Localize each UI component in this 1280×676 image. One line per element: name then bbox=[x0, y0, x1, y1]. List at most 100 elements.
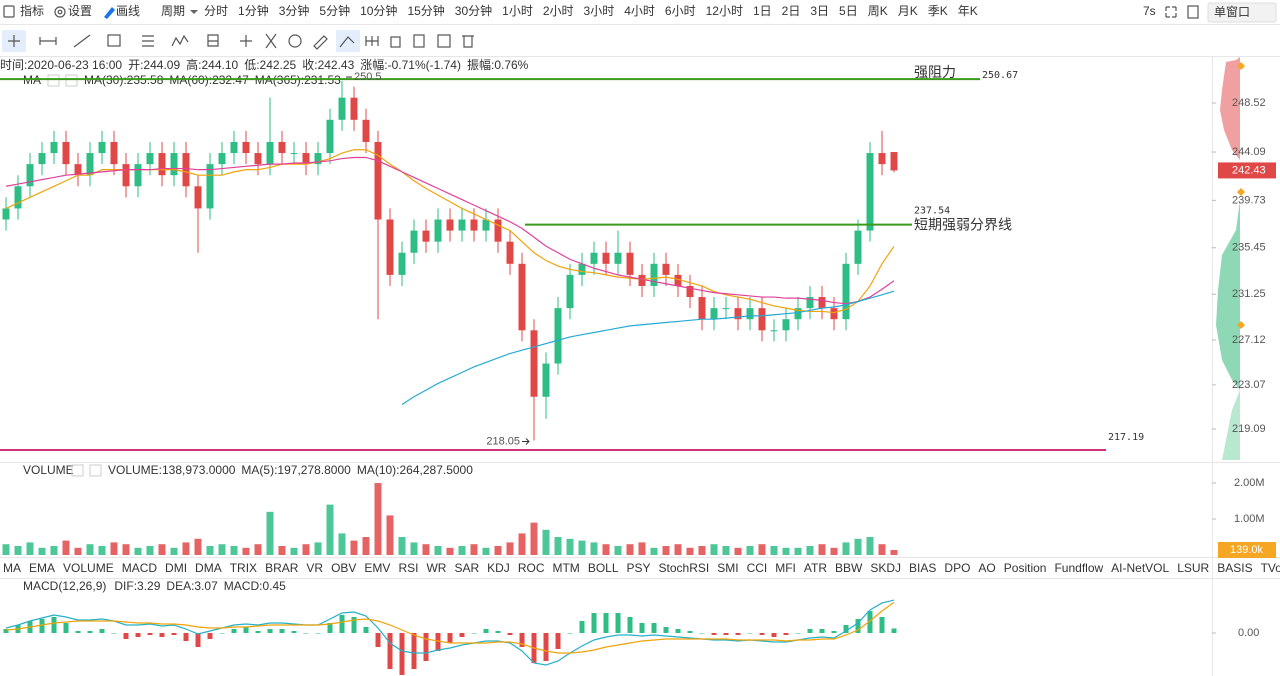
y-tick-label: 219.09 bbox=[1232, 423, 1266, 435]
indicator-tab[interactable]: EMA bbox=[29, 561, 55, 575]
trend-tool[interactable] bbox=[73, 34, 91, 48]
period-option[interactable]: 分时 bbox=[204, 4, 228, 18]
indicator-tab[interactable]: VOLUME bbox=[63, 561, 114, 575]
macd-bar bbox=[783, 633, 789, 635]
fib-tool[interactable] bbox=[207, 34, 219, 47]
indicator-tab[interactable]: KDJ bbox=[487, 561, 510, 575]
period-option[interactable]: 月K bbox=[898, 4, 918, 18]
rect-tool[interactable] bbox=[107, 34, 121, 47]
text-tool[interactable] bbox=[240, 35, 252, 47]
period-option[interactable]: 周K bbox=[868, 4, 888, 18]
legend-icon[interactable] bbox=[71, 464, 84, 477]
draw-button[interactable]: 画线 bbox=[116, 4, 140, 18]
hline-tool[interactable] bbox=[39, 37, 57, 45]
period-option[interactable]: 5分钟 bbox=[319, 3, 350, 18]
volume-bar bbox=[686, 547, 694, 555]
volume-bar bbox=[710, 544, 718, 555]
period-option[interactable]: 年K bbox=[958, 4, 978, 18]
indicator-tab[interactable]: AI-NetVOL bbox=[1111, 561, 1169, 575]
indicator-tab[interactable]: AO bbox=[978, 561, 995, 575]
indicator-tab[interactable]: MA bbox=[3, 561, 21, 575]
indicator-tab[interactable]: BBW bbox=[835, 561, 863, 575]
pen-tool[interactable] bbox=[339, 36, 355, 48]
legend-icon[interactable] bbox=[89, 464, 102, 477]
ma-line bbox=[5, 156, 895, 305]
period-option[interactable]: 3分钟 bbox=[279, 3, 310, 18]
indicator-tab[interactable]: Position bbox=[1004, 561, 1047, 575]
measure-tool[interactable] bbox=[365, 36, 379, 46]
indicator-tab[interactable]: ROC bbox=[518, 561, 545, 575]
copy-tool[interactable] bbox=[413, 34, 425, 48]
window-mode[interactable]: 单窗口 bbox=[1214, 5, 1250, 19]
period-option[interactable]: 12小时 bbox=[706, 4, 743, 18]
lock-tool[interactable] bbox=[390, 36, 401, 48]
magnet-tool[interactable] bbox=[265, 33, 277, 49]
indicator-tab[interactable]: TVolume bbox=[1261, 561, 1280, 575]
period-option[interactable]: 1日 bbox=[753, 4, 772, 18]
layout-icon[interactable] bbox=[1187, 5, 1199, 19]
indicator-tab[interactable]: Fundflow bbox=[1054, 561, 1103, 575]
period-option[interactable]: 4小时 bbox=[624, 4, 655, 18]
candle-body bbox=[626, 252, 634, 275]
indicator-tab[interactable]: DMI bbox=[165, 561, 187, 575]
candle-body bbox=[698, 297, 706, 320]
brush-tool[interactable] bbox=[288, 34, 302, 48]
indicator-tab[interactable]: BOLL bbox=[588, 561, 619, 575]
indicator-tab[interactable]: DPO bbox=[944, 561, 970, 575]
period-button[interactable]: 周期 bbox=[161, 4, 185, 18]
period-option[interactable]: 10分钟 bbox=[360, 3, 397, 18]
indicator-tab[interactable]: StochRSI bbox=[659, 561, 710, 575]
indicator-tab[interactable]: EMV bbox=[364, 561, 390, 575]
delete-tool[interactable] bbox=[462, 35, 474, 48]
y-tick-label: 235.45 bbox=[1232, 242, 1266, 254]
indicator-tab[interactable]: SKDJ bbox=[870, 561, 901, 575]
macd-bar bbox=[219, 633, 225, 634]
period-option[interactable]: 1小时 bbox=[502, 4, 533, 18]
settings-button[interactable]: 设置 bbox=[68, 4, 92, 18]
draw-icon[interactable] bbox=[104, 7, 115, 19]
tool-selected[interactable] bbox=[336, 30, 360, 52]
period-option[interactable]: 5日 bbox=[839, 4, 858, 18]
period-option[interactable]: 季K bbox=[928, 4, 948, 18]
indicator-tab[interactable]: PSY bbox=[627, 561, 651, 575]
indicator-tab[interactable]: SAR bbox=[454, 561, 479, 575]
crosshair-tool[interactable] bbox=[8, 35, 20, 47]
indicator-tab[interactable]: TRIX bbox=[230, 561, 257, 575]
indicator-tab[interactable]: MACD bbox=[122, 561, 158, 575]
indicator-tab[interactable]: VR bbox=[306, 561, 323, 575]
wave-tool[interactable] bbox=[171, 34, 189, 47]
indicator-tab[interactable]: SMI bbox=[717, 561, 738, 575]
period-option[interactable]: 3日 bbox=[810, 4, 829, 18]
candle-body bbox=[194, 186, 202, 209]
indicator-tab[interactable]: RSI bbox=[398, 561, 418, 575]
period-option[interactable]: 3小时 bbox=[584, 4, 615, 18]
settings-icon[interactable] bbox=[54, 6, 66, 18]
legend-icon[interactable] bbox=[65, 74, 78, 87]
indicator-tab[interactable]: LSUR bbox=[1177, 561, 1209, 575]
indicator-button[interactable]: 指标 bbox=[20, 3, 44, 18]
channel-tool[interactable] bbox=[142, 35, 154, 47]
period-option[interactable]: 2日 bbox=[782, 4, 801, 18]
period-option[interactable]: 1分钟 bbox=[238, 3, 269, 18]
indicator-tab[interactable]: MTM bbox=[552, 561, 579, 575]
period-option[interactable]: 6小时 bbox=[665, 4, 696, 18]
window-select[interactable] bbox=[1207, 2, 1277, 23]
ruler-tool[interactable] bbox=[313, 35, 328, 50]
indicator-tab[interactable]: DMA bbox=[195, 561, 222, 575]
indicator-tab[interactable]: BRAR bbox=[265, 561, 299, 575]
candle-body bbox=[890, 152, 898, 171]
indicator-tab[interactable]: OBV bbox=[331, 561, 356, 575]
indicator-tab[interactable]: BASIS bbox=[1217, 561, 1252, 575]
legend-icon[interactable] bbox=[47, 74, 60, 87]
indicator-tab[interactable]: WR bbox=[426, 561, 446, 575]
period-option[interactable]: 30分钟 bbox=[455, 3, 492, 18]
indicator-tab[interactable]: ATR bbox=[804, 561, 827, 575]
hide-tool[interactable] bbox=[437, 34, 451, 48]
indicator-tab[interactable]: MFI bbox=[775, 561, 796, 575]
indicator-tab[interactable]: BIAS bbox=[909, 561, 936, 575]
indicator-icon[interactable] bbox=[3, 5, 15, 18]
fullscreen-icon[interactable] bbox=[1165, 6, 1177, 18]
period-option[interactable]: 2小时 bbox=[543, 4, 574, 18]
period-option[interactable]: 15分钟 bbox=[407, 3, 444, 18]
indicator-tab[interactable]: CCI bbox=[747, 561, 768, 575]
